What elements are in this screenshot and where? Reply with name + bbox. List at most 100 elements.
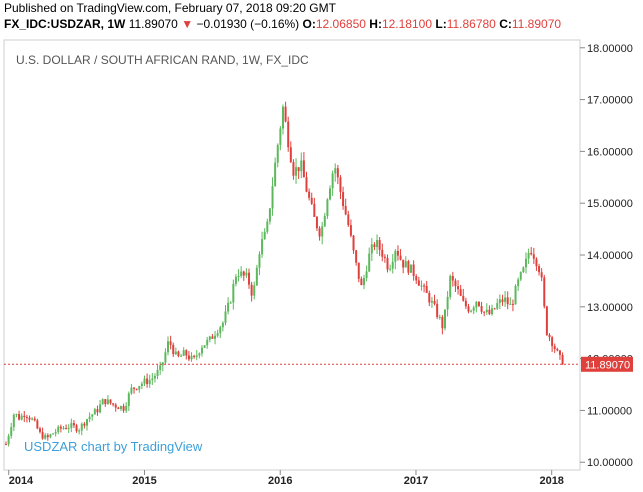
candle-body [143, 378, 146, 384]
candle-body [169, 341, 172, 345]
candle-body [349, 225, 352, 236]
candle-body [261, 239, 264, 255]
candle-body [274, 162, 277, 187]
candle-body [410, 264, 413, 273]
candle-body [190, 355, 193, 360]
candle-body [532, 254, 535, 259]
candle-body [342, 192, 345, 207]
candle-body [365, 271, 368, 279]
candle-body [396, 250, 399, 256]
candle-body [91, 414, 94, 417]
close-value: 11.89070 [511, 17, 562, 31]
tradingview-credit: USDZAR chart by TradingView [24, 439, 203, 454]
candle-body [25, 417, 28, 419]
candle-body [496, 303, 499, 309]
y-tick-label: 14.00000 [587, 250, 633, 262]
high-label: H: [369, 17, 382, 31]
x-tick-label: 2014 [9, 475, 34, 487]
candle-body [480, 305, 483, 312]
x-tick-label: 2015 [132, 475, 156, 487]
candle-body [438, 316, 441, 318]
candle-body [161, 362, 164, 366]
candle-body [360, 278, 363, 286]
candle-body [436, 303, 439, 318]
symbol-label: FX_IDC:USDZAR, 1W [4, 17, 126, 31]
candle-body [491, 308, 494, 315]
last-price-label: 11.89070 [585, 359, 630, 371]
candle-body [399, 255, 402, 260]
candle-body [268, 208, 271, 222]
x-tick-label: 2017 [404, 475, 428, 487]
candle-body [177, 351, 180, 357]
candle-body [511, 303, 514, 305]
candle-body [517, 279, 520, 287]
candle-body [193, 355, 196, 357]
candle-body [156, 370, 159, 377]
candle-body [289, 147, 292, 163]
candle-body [80, 423, 83, 431]
last-price-tag: 11.89070 [581, 356, 633, 372]
x-tick-label: 2016 [268, 475, 292, 487]
candle-body [428, 292, 431, 303]
candle-body [109, 399, 112, 404]
candle-body [206, 339, 209, 346]
candle-body [483, 311, 486, 313]
candle-body [125, 406, 128, 411]
candle-body [49, 434, 52, 438]
candle-body [240, 271, 243, 277]
candle-body [506, 297, 509, 305]
low-label: L: [435, 17, 447, 31]
candle-body [18, 414, 21, 420]
candle-body [295, 167, 298, 176]
candle-body [117, 407, 120, 410]
last-price-box [581, 356, 633, 372]
candle-body [514, 286, 517, 305]
candle-body [164, 352, 167, 363]
candle-body [15, 414, 18, 416]
candle-body [20, 415, 23, 420]
candle-body [253, 285, 256, 296]
symbol-header: FX_IDC:USDZAR, 1W 11.89070 ▼ −0.01930 (−… [4, 17, 561, 31]
candle-body [326, 199, 329, 216]
candle-body [415, 276, 418, 281]
candle-body [459, 289, 462, 296]
candle-body [553, 346, 556, 349]
candle-body [216, 333, 219, 336]
candle-body [70, 423, 73, 428]
candle-body [538, 266, 541, 273]
current-price: 11.89070 [128, 17, 178, 31]
candle-body [355, 250, 358, 263]
candle-body [203, 345, 206, 348]
candle-body [10, 427, 13, 436]
candle-body [378, 240, 381, 250]
candle-body [114, 404, 117, 408]
candle-body [407, 261, 410, 273]
candle-body [234, 276, 237, 284]
candle-body [182, 350, 185, 356]
candle-body [172, 344, 175, 355]
candle-body [441, 316, 444, 329]
candle-body [323, 215, 326, 227]
candle-body [232, 283, 235, 303]
candle-body [362, 278, 365, 286]
candle-body [195, 355, 198, 357]
candle-body [454, 280, 457, 287]
candle-body [527, 252, 530, 259]
candle-body [381, 249, 384, 257]
y-tick-label: 17.00000 [587, 95, 633, 107]
candle-body [122, 406, 125, 411]
candle-body [420, 285, 423, 287]
candle-body [339, 177, 342, 193]
candle-body [331, 173, 334, 189]
candle-body [551, 337, 554, 347]
candle-body [530, 252, 533, 255]
candle-body [146, 378, 149, 385]
candle-body [423, 285, 426, 287]
candle-body [229, 302, 232, 304]
published-note: Published on TradingView.com, February 0… [4, 1, 336, 15]
candle-body [558, 350, 561, 355]
candle-body [383, 256, 386, 258]
candle-body [402, 259, 405, 268]
candle-body [305, 177, 308, 192]
